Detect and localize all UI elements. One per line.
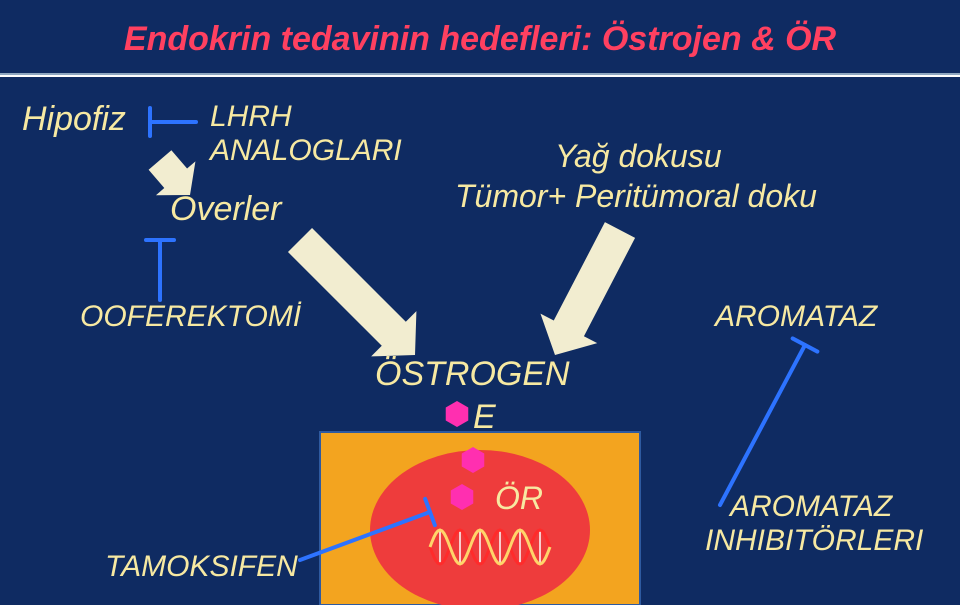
label-tamoksifen: TAMOKSIFEN (105, 550, 298, 584)
label-yag-dokusu: Yağ dokusu (555, 138, 722, 175)
label-analoglari: ANALOGLARI (210, 134, 402, 168)
label-e: E (473, 398, 496, 437)
label-aromataz-inh-1: AROMATAZ (730, 490, 892, 524)
label-lhrh: LHRH (210, 100, 292, 134)
label-overler: Overler (170, 190, 281, 229)
label-ooferektomi: OOFEREKTOMİ (80, 300, 301, 334)
label-aromataz: AROMATAZ (715, 300, 877, 334)
page-title: Endokrin tedavinin hedefleri: Östrojen &… (0, 20, 960, 59)
label-or: ÖR (495, 480, 543, 517)
label-tumor-peritumoral: Tümor+ Peritümoral doku (455, 178, 817, 215)
diagram-stage: Endokrin tedavinin hedefleri: Östrojen &… (0, 0, 960, 605)
label-ostrogen: ÖSTROGEN (375, 355, 570, 394)
label-hipofiz: Hipofiz (22, 100, 126, 139)
label-aromataz-inh-2: INHIBITÖRLERI (705, 524, 923, 558)
nucleus (370, 450, 590, 605)
